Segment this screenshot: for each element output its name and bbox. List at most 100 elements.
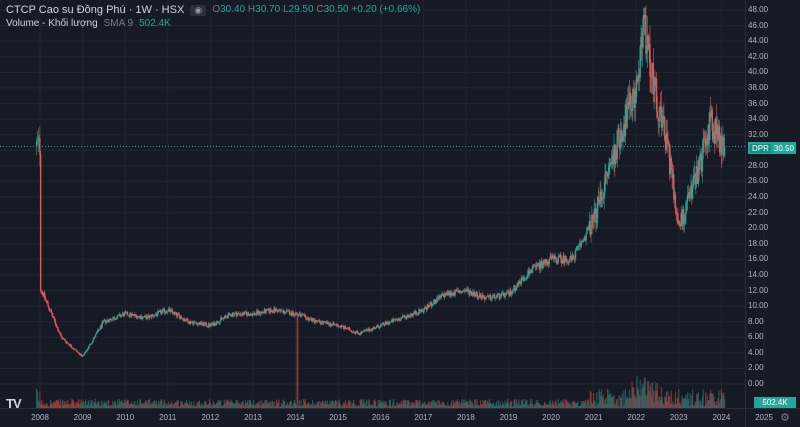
- volume-bar: [693, 405, 695, 408]
- candle-body: [429, 302, 432, 305]
- eye-icon[interactable]: ◉: [190, 4, 207, 16]
- candle-body: [522, 277, 524, 281]
- volume-bar: [603, 403, 605, 408]
- candle-body: [79, 353, 81, 356]
- volume-bar: [248, 400, 251, 408]
- volume-bar: [642, 383, 644, 408]
- volume-bar: [67, 403, 70, 408]
- volume-bar: [703, 406, 705, 408]
- candle-body: [126, 311, 129, 316]
- candle-body: [552, 255, 555, 260]
- gear-icon[interactable]: ⚙: [780, 412, 790, 424]
- candle-body: [456, 290, 458, 292]
- volume-bar: [240, 402, 242, 408]
- volume-bar: [649, 386, 651, 408]
- candle-body: [605, 171, 608, 175]
- candle-body: [544, 262, 546, 264]
- volume-bar: [214, 405, 216, 408]
- candle-body: [708, 125, 710, 140]
- candle-body: [51, 313, 53, 316]
- symbol-title[interactable]: CTCP Cao su Đồng Phú · 1W · HSX: [6, 4, 185, 16]
- volume-bar: [159, 401, 161, 408]
- volume-bar: [438, 401, 441, 408]
- volume-label[interactable]: Volume - Khối lượng: [6, 18, 98, 29]
- candle-body: [541, 260, 543, 268]
- candle-body: [364, 330, 366, 332]
- volume-bar: [436, 400, 438, 408]
- candle-body: [563, 256, 565, 263]
- candle-body: [74, 349, 76, 351]
- volume-bar: [323, 404, 325, 408]
- volume-bar: [435, 403, 437, 408]
- candle-body: [252, 312, 255, 314]
- candle-body: [700, 153, 702, 155]
- volume-bar: [665, 391, 668, 408]
- candle-body: [346, 328, 348, 330]
- candle-body: [457, 290, 460, 292]
- candle-body: [139, 315, 141, 319]
- volume-bar: [563, 399, 565, 408]
- volume-bar: [256, 403, 258, 408]
- volume-bar: [266, 404, 269, 408]
- volume-bar: [678, 389, 680, 408]
- candle-body: [352, 331, 355, 333]
- volume-bar: [462, 399, 464, 408]
- candle-body: [264, 309, 266, 314]
- volume-bar: [424, 401, 426, 408]
- volume-bar: [421, 402, 423, 408]
- volume-bar: [607, 395, 609, 408]
- volume-bar: [111, 405, 113, 408]
- candle-body: [510, 290, 512, 295]
- candle-body: [236, 313, 238, 317]
- volume-bar: [353, 403, 355, 408]
- time-tick-label: 2020: [542, 413, 560, 422]
- volume-bar: [705, 403, 708, 408]
- candle-body: [268, 308, 270, 313]
- candle-body: [112, 318, 114, 321]
- volume-bar: [109, 405, 111, 408]
- volume-bar: [194, 405, 197, 408]
- candle-body: [128, 315, 130, 317]
- volume-bar: [85, 399, 87, 408]
- candle-body: [630, 109, 632, 111]
- volume-bar: [386, 406, 388, 408]
- volume-bar: [237, 403, 239, 408]
- volume-bar: [441, 402, 443, 408]
- candle-body: [233, 314, 235, 317]
- candle-body: [362, 330, 365, 332]
- volume-bar: [416, 400, 418, 408]
- candle-body: [579, 243, 582, 247]
- candle-body: [303, 314, 306, 316]
- volume-bar: [480, 403, 482, 408]
- volume-bar: [235, 401, 237, 408]
- volume-bar: [356, 406, 358, 408]
- volume-bar: [600, 395, 602, 408]
- candle-body: [341, 325, 343, 327]
- tradingview-logo-icon[interactable]: TV: [6, 396, 22, 411]
- volume-bar: [685, 394, 687, 408]
- candle-body: [65, 341, 67, 343]
- candle-body: [513, 285, 515, 291]
- candle-body: [120, 315, 122, 317]
- volume-bar: [246, 402, 248, 408]
- volume-bar: [378, 403, 380, 408]
- candle-body: [546, 262, 549, 265]
- volume-bar: [244, 400, 247, 408]
- candle-body: [239, 313, 241, 315]
- volume-bar: [537, 399, 539, 408]
- candle-body: [353, 332, 356, 333]
- candle-body: [367, 328, 369, 331]
- volume-bar: [49, 400, 52, 408]
- candle-body: [580, 241, 582, 247]
- volume-bar: [609, 394, 611, 408]
- volume-bar: [113, 401, 115, 408]
- volume-bar: [504, 400, 506, 408]
- volume-bar: [546, 404, 548, 408]
- candle-body: [363, 330, 365, 332]
- volume-bar: [443, 403, 446, 408]
- candle-body: [294, 312, 297, 316]
- candle-body: [313, 319, 315, 323]
- volume-bar: [613, 395, 615, 408]
